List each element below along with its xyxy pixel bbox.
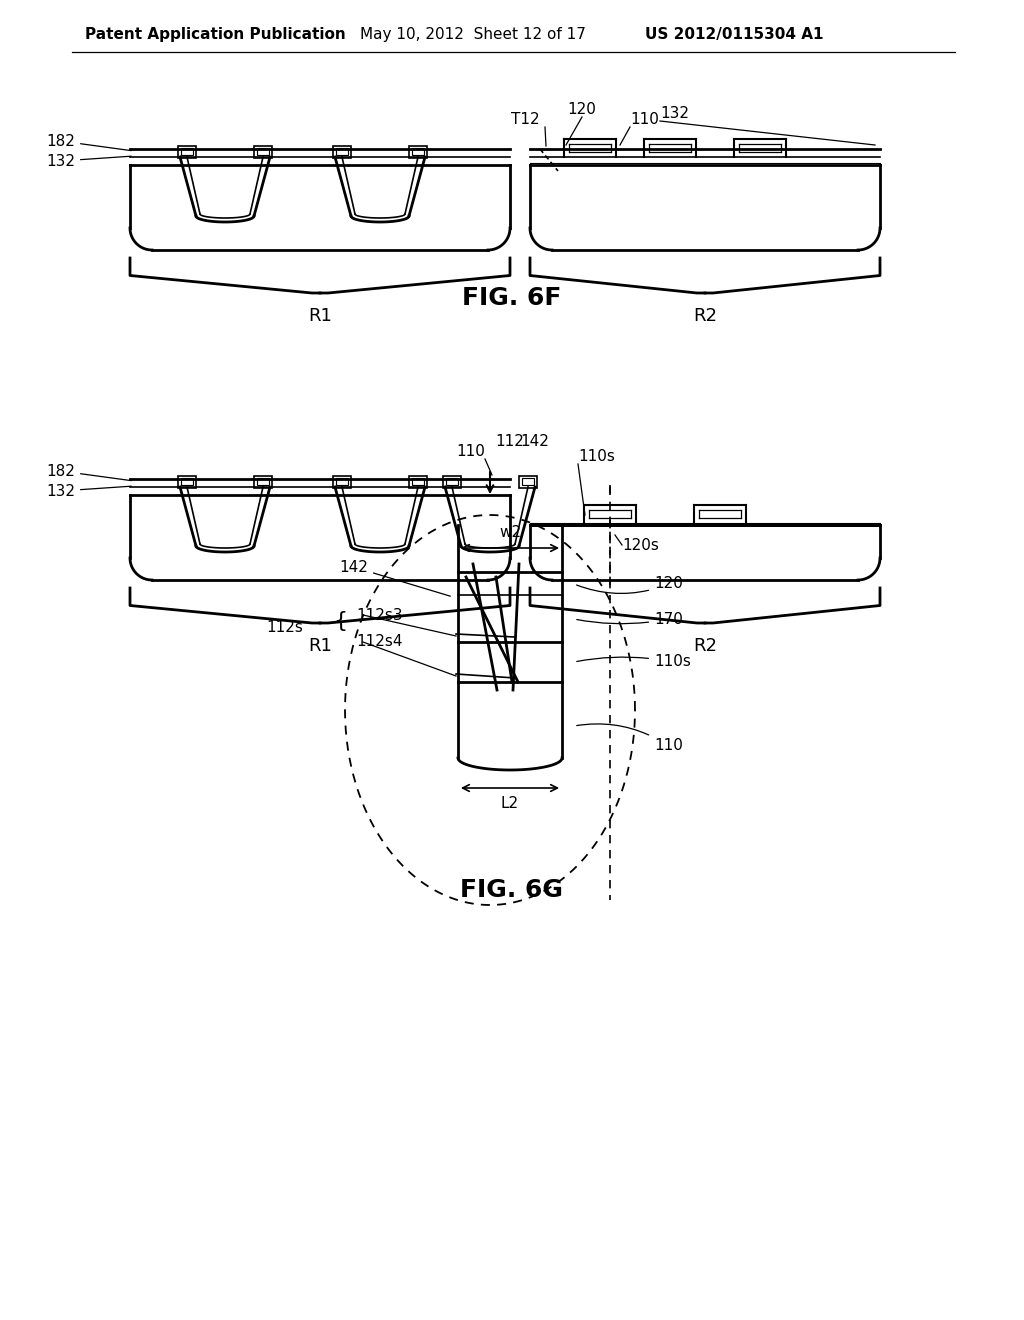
Bar xyxy=(519,477,537,488)
Bar xyxy=(254,477,272,488)
Text: May 10, 2012  Sheet 12 of 17: May 10, 2012 Sheet 12 of 17 xyxy=(360,28,586,42)
Bar xyxy=(446,478,458,484)
Text: R1: R1 xyxy=(308,638,332,655)
Text: 142: 142 xyxy=(520,434,549,449)
Bar xyxy=(254,147,272,158)
Text: 142: 142 xyxy=(339,560,451,597)
Bar xyxy=(181,478,193,484)
Bar xyxy=(412,148,424,154)
Text: 132: 132 xyxy=(46,153,131,169)
Bar xyxy=(178,147,196,158)
Bar xyxy=(412,478,424,484)
Text: 110: 110 xyxy=(577,723,683,754)
Text: R2: R2 xyxy=(693,638,717,655)
Bar xyxy=(522,478,534,484)
Text: US 2012/0115304 A1: US 2012/0115304 A1 xyxy=(645,28,823,42)
Text: Patent Application Publication: Patent Application Publication xyxy=(85,28,346,42)
Bar xyxy=(257,148,269,154)
Text: 120s: 120s xyxy=(622,537,658,553)
Text: w2: w2 xyxy=(499,525,521,540)
Bar xyxy=(409,477,427,488)
Text: 120: 120 xyxy=(567,102,596,117)
Text: 182: 182 xyxy=(46,133,131,150)
Text: FIG. 6F: FIG. 6F xyxy=(462,286,562,310)
Text: 182: 182 xyxy=(46,463,131,480)
Bar xyxy=(336,148,348,154)
Bar xyxy=(336,478,348,484)
Bar xyxy=(181,148,193,154)
Text: R1: R1 xyxy=(308,308,332,325)
Text: 112s: 112s xyxy=(266,619,303,635)
Bar xyxy=(409,147,427,158)
Bar xyxy=(443,477,461,488)
Text: FIG. 6G: FIG. 6G xyxy=(461,878,563,902)
Text: 170: 170 xyxy=(577,611,683,627)
Text: 120: 120 xyxy=(577,577,683,594)
Text: 110s: 110s xyxy=(577,655,691,669)
Text: {: { xyxy=(333,611,347,631)
Text: 110: 110 xyxy=(630,112,658,127)
Text: R2: R2 xyxy=(693,308,717,325)
Text: 112s3: 112s3 xyxy=(356,607,402,623)
Bar xyxy=(178,477,196,488)
Text: T12: T12 xyxy=(511,112,540,127)
Text: 132: 132 xyxy=(46,483,131,499)
Text: 110: 110 xyxy=(456,444,485,459)
Bar xyxy=(257,478,269,484)
Text: 132: 132 xyxy=(660,106,689,121)
Bar xyxy=(333,147,351,158)
Text: 110s: 110s xyxy=(578,449,614,465)
Text: L2: L2 xyxy=(501,796,519,810)
Bar xyxy=(333,477,351,488)
Text: 112s4: 112s4 xyxy=(356,635,402,649)
Text: 112: 112 xyxy=(495,434,524,449)
